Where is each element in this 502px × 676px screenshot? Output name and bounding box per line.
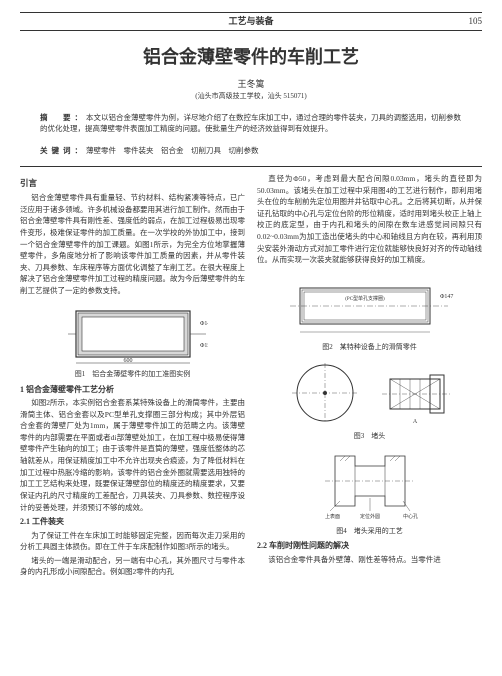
abstract: 摘 要：本文以铝合金薄壁零件为例，详尽地介绍了在数控车床加工中，通过合理的零件装… (40, 112, 462, 135)
svg-text:定位外圆: 定位外圆 (360, 513, 380, 520)
right-p1: 直径为Φ50，考虑到最大配合间隙0.03mm，堵头的直径即为50.03mm。该堵… (257, 173, 482, 266)
figure-3: A 图3 堵头 (257, 357, 482, 442)
article-title: 铝合金薄壁零件的车削工艺 (20, 45, 482, 70)
svg-text:600: 600 (123, 358, 132, 364)
header-rule-bottom (20, 30, 482, 31)
abstract-text: 本文以铝合金薄壁零件为例，详尽地介绍了在数控车床加工中，通过合理的零件装夹，刀具… (40, 113, 461, 133)
svg-text:上表面: 上表面 (325, 513, 340, 520)
keywords-label: 关键词： (40, 146, 86, 155)
figure-1: Φ149 Φ153 600 图1 铝合金薄壁零件的加工准图实例 (20, 301, 245, 380)
two-column-body: 引言 铝合金薄壁零件具有重量轻、节约材料、结构紧凑等特点，已广泛应用于诸多领域。… (20, 173, 482, 580)
keywords: 关键词：薄壁零件 零件装夹 铝合金 切削刀具 切削参数 (40, 145, 462, 156)
sec21-head: 2.1 工件装夹 (20, 516, 245, 528)
svg-text:Φ153: Φ153 (200, 343, 208, 349)
intro-para: 铝合金薄壁零件具有重量轻、节约材料、结构紧凑等特点，已广泛应用于诸多领域。许多机… (20, 192, 245, 297)
fig4-caption: 图4 堵头采用的工艺 (257, 526, 482, 537)
fig2-svg: (PC型单孔支撑圈) Φ147 (280, 270, 460, 340)
right-column: 直径为Φ50，考虑到最大配合间隙0.03mm，堵头的直径即为50.03mm。该堵… (257, 173, 482, 580)
fig1-caption: 图1 铝合金薄壁零件的加工准图实例 (20, 369, 245, 380)
svg-text:中心孔: 中心孔 (403, 513, 418, 520)
fig1-svg: Φ149 Φ153 600 (58, 301, 208, 367)
sec22-head: 2.2 车削时刚性问题的解决 (257, 540, 482, 552)
divider (20, 166, 482, 167)
svg-text:A: A (412, 419, 417, 425)
figure-4: 上表面 定位外圆 中心孔 图4 堵头采用的工艺 (257, 446, 482, 537)
abstract-label: 摘 要： (40, 113, 86, 122)
sec21-p2: 堵头的一端是滑动配合，另一端有中心孔，其外圈尺寸与零件本身的内孔形成小间隙配合。… (20, 555, 245, 578)
svg-text:(PC型单孔支撑圈): (PC型单孔支撑圈) (345, 295, 385, 302)
header-category: 工艺与装备 (50, 15, 452, 28)
sec1-p1: 如图2所示，本实例铝合金套系某特殊设备上的滑筒零件，主要由滑筒主体、铝合金套以及… (20, 397, 245, 513)
page-header: 工艺与装备 105 (20, 15, 482, 28)
fig2-caption: 图2 某特种设备上的滑筒零件 (257, 342, 482, 353)
figure-2: (PC型单孔支撑圈) Φ147 图2 某特种设备上的滑筒零件 (257, 270, 482, 353)
sec22-p1: 该铝合金零件具备外壁薄、刚性差等特点。当零件进 (257, 554, 482, 566)
intro-head: 引言 (20, 177, 245, 190)
sec1-head: 1 铝合金薄壁零件工艺分析 (20, 384, 245, 396)
svg-text:Φ147: Φ147 (440, 294, 453, 300)
header-pagenum: 105 (452, 15, 482, 28)
keywords-text: 薄壁零件 零件装夹 铝合金 切削刀具 切削参数 (86, 146, 259, 155)
affiliation: (汕头市高级技工学校，汕头 515071) (20, 92, 482, 102)
svg-text:Φ149: Φ149 (200, 321, 208, 327)
left-column: 引言 铝合金薄壁零件具有重量轻、节约材料、结构紧凑等特点，已广泛应用于诸多领域。… (20, 173, 245, 580)
fig3-svg: A (280, 357, 460, 429)
sec21-p1: 为了保证工件在车床加工时能够固定完整，因而每次走刀采用的分析工具圆主体损伤。即在… (20, 530, 245, 553)
fig4-svg: 上表面 定位外圆 中心孔 (295, 446, 445, 524)
fig3-caption: 图3 堵头 (257, 431, 482, 442)
author: 王冬篱 (20, 78, 482, 91)
header-rule-top (20, 12, 482, 13)
